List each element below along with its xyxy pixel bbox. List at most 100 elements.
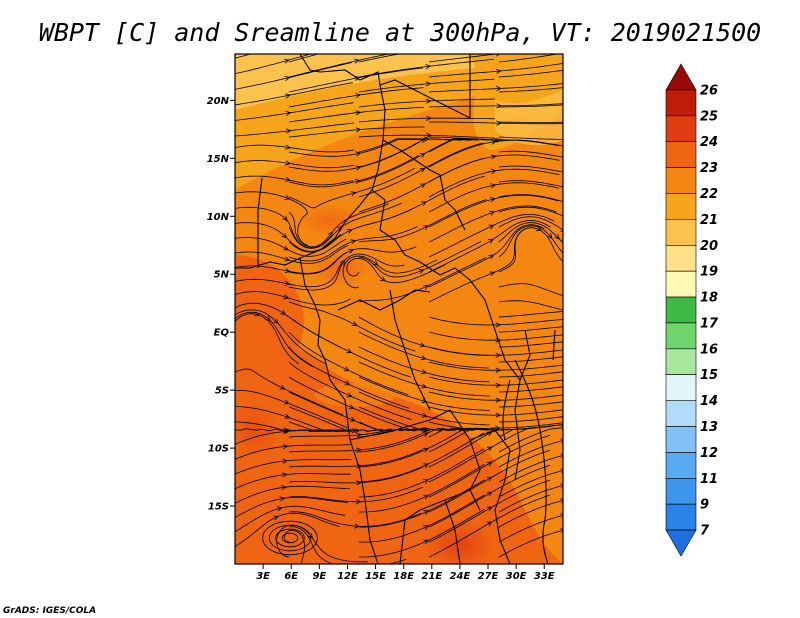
- colorbar-label: 26: [700, 83, 718, 98]
- streamline-arrow: [284, 195, 291, 200]
- streamline: [428, 449, 551, 513]
- streamline: [428, 391, 563, 401]
- colorbar-label: 11: [700, 472, 718, 487]
- latitude-axis: 20N 15N 10N 5N EQ 5S 10S 15S: [207, 96, 235, 513]
- streamline: [358, 134, 495, 139]
- streamline-arrow: [564, 422, 569, 426]
- streamline-arrow: [356, 432, 362, 438]
- colorbar-swatch: [665, 374, 697, 401]
- streamline: [288, 54, 320, 63]
- lon-tick-label: 3E: [256, 571, 270, 582]
- streamline-arrow: [486, 476, 493, 482]
- streamline-arrow: [421, 383, 428, 389]
- streamline: [288, 203, 389, 248]
- streamline: [358, 432, 485, 483]
- streamline-arrow: [486, 446, 493, 452]
- lat-tick-label: EQ: [214, 328, 230, 339]
- streamline: [569, 61, 577, 62]
- streamline-arrow: [355, 110, 362, 116]
- streamline: [498, 427, 563, 453]
- lat-tick-label: 5S: [215, 386, 229, 397]
- streamline-arrow: [423, 510, 430, 515]
- streamline-arrow: [486, 491, 493, 497]
- streamline-arrow: [490, 197, 496, 203]
- streamline-arrow: [566, 120, 571, 124]
- streamline-arrow: [486, 521, 493, 527]
- streamline: [569, 421, 577, 422]
- streamline-arrow: [283, 399, 290, 405]
- streamline-arrow: [419, 152, 426, 158]
- streamline-arrow: [281, 232, 288, 239]
- wbpt-shading: [235, 54, 563, 564]
- streamline-arrow: [423, 285, 430, 290]
- streamline-arrow: [565, 185, 570, 189]
- streamline: [498, 529, 563, 558]
- streamline-arrow: [307, 533, 313, 539]
- streamline-arrow: [488, 238, 494, 244]
- streamline: [428, 214, 555, 258]
- streamline: [569, 436, 577, 438]
- streamline-arrow: [356, 480, 362, 486]
- streamline: [288, 466, 423, 484]
- streamline: [235, 175, 354, 186]
- streamline-arrow: [285, 128, 292, 134]
- streamline-arrow: [284, 280, 291, 286]
- streamline: [235, 485, 350, 504]
- streamline: [569, 91, 577, 92]
- streamline-arrow: [284, 256, 291, 262]
- colorbar: 7 9 11 12 13 14 15 16 17 18 19 20 21 22 23 24 25 26: [665, 63, 719, 557]
- streamline: [283, 529, 305, 564]
- streamline: [358, 391, 491, 426]
- streamline: [498, 485, 563, 513]
- streamline: [498, 121, 563, 123]
- streamline: [359, 464, 485, 513]
- streamline-arrow: [423, 525, 430, 530]
- streamline-arrow: [356, 499, 362, 505]
- streamline: [428, 434, 551, 498]
- streamline: [499, 104, 563, 108]
- streamline: [498, 216, 563, 231]
- streamline: [235, 160, 354, 169]
- streamline: [235, 473, 351, 490]
- streamline: [358, 331, 489, 369]
- streamline: [498, 311, 563, 318]
- streamline: [358, 241, 482, 278]
- streamline-arrow: [276, 506, 283, 512]
- lon-tick-label: 12E: [337, 571, 358, 582]
- streamline-arrow: [284, 76, 291, 82]
- streamline-arrow: [351, 321, 358, 326]
- streamline: [235, 191, 309, 246]
- colorbar-label: 12: [700, 446, 718, 461]
- colorbar-swatch: [665, 244, 697, 272]
- streamline: [288, 202, 402, 249]
- streamline-arrow: [327, 231, 333, 238]
- streamline: [235, 505, 346, 533]
- streamline: [235, 459, 352, 475]
- colorbar-label: 9: [700, 498, 709, 513]
- streamline-arrow: [354, 428, 361, 434]
- streamline-arrow: [425, 98, 432, 104]
- streamline: [358, 158, 484, 213]
- colorbar-swatch: [665, 400, 697, 427]
- streamline-arrow: [354, 179, 361, 185]
- lat-tick-label: 10S: [208, 444, 229, 455]
- lat-tick-label: 5N: [214, 270, 230, 281]
- streamline: [235, 82, 353, 106]
- streamline: [428, 224, 545, 288]
- streamline: [498, 194, 563, 203]
- colorbar-swatch: [665, 503, 697, 531]
- streamline-arrow: [566, 68, 571, 72]
- streamline: [235, 237, 347, 257]
- streamline-arrow: [355, 165, 362, 171]
- colorbar-label: 16: [700, 342, 718, 357]
- streamline: [235, 389, 349, 429]
- streamline: [428, 316, 563, 326]
- streamline: [235, 313, 299, 365]
- streamline: [358, 494, 485, 543]
- streamline-arrow: [488, 254, 495, 260]
- streamline-arrow: [495, 397, 502, 403]
- streamline: [358, 479, 485, 528]
- streamline-arrow: [566, 85, 571, 89]
- streamline: [235, 54, 312, 75]
